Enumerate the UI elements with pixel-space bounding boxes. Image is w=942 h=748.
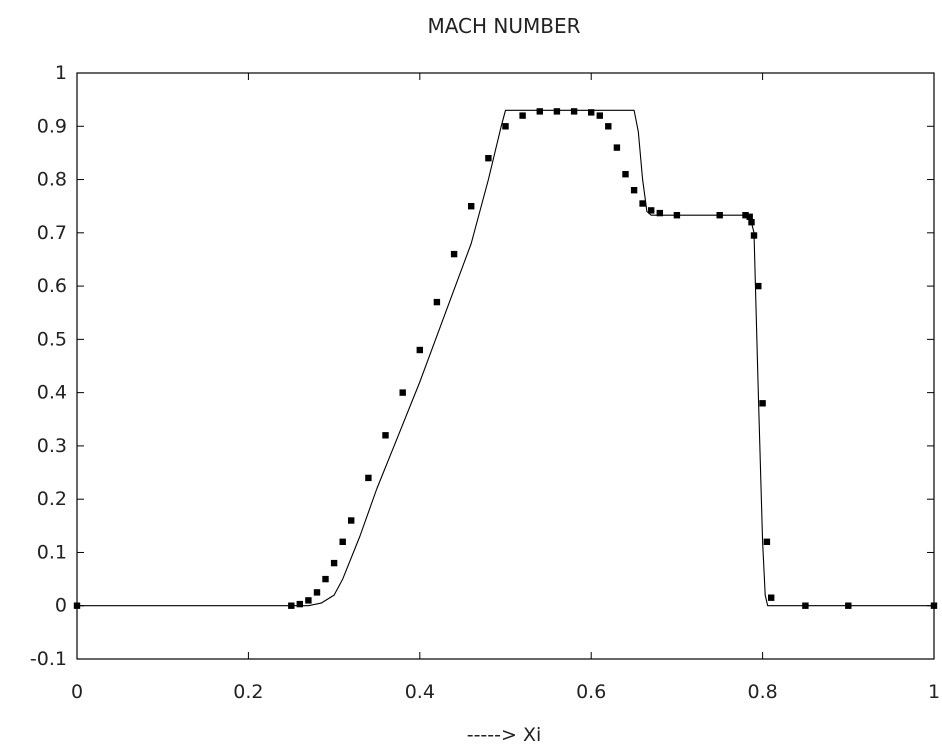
data-point-marker <box>296 600 303 608</box>
data-point-marker <box>382 432 389 439</box>
data-point-marker <box>399 389 406 396</box>
y-tick-label: 0.5 <box>37 328 67 350</box>
data-point-marker <box>763 538 771 545</box>
data-point-marker <box>930 602 938 609</box>
y-tick-label: 0.7 <box>37 222 67 244</box>
data-point-marker <box>588 109 595 116</box>
x-tick-label: 0.4 <box>405 681 435 703</box>
data-point-marker <box>468 203 475 210</box>
y-tick-label: 0.9 <box>37 115 67 137</box>
data-point-marker <box>365 474 372 482</box>
data-point-marker <box>742 212 749 219</box>
data-point-marker <box>485 155 492 162</box>
plot-area-border <box>76 72 935 660</box>
data-point-marker <box>630 187 638 194</box>
data-point-marker <box>845 602 852 609</box>
data-point-marker <box>622 171 629 178</box>
y-tick-label: 0.3 <box>37 435 67 457</box>
data-point-marker <box>656 209 663 217</box>
x-axis-label: -----> Xi <box>467 724 542 746</box>
data-point-marker <box>768 594 775 601</box>
data-point-marker <box>450 250 458 258</box>
exact-solution-line <box>77 109 934 607</box>
y-tick-label: 0.8 <box>37 169 67 191</box>
data-point-marker <box>348 517 355 524</box>
data-point-marker <box>648 207 655 214</box>
data-point-marker <box>639 200 646 207</box>
y-tick-label: 0 <box>55 595 67 617</box>
y-tick-label: 1 <box>55 62 67 84</box>
y-tick-label: 0.4 <box>37 382 67 404</box>
data-point-marker <box>802 602 809 609</box>
data-point-marker <box>716 212 723 219</box>
x-tick-label: 0 <box>71 681 83 703</box>
data-point-marker <box>433 298 441 306</box>
data-point-marker <box>519 112 526 119</box>
y-tick-label: 0.1 <box>37 541 67 563</box>
data-point-marker <box>313 589 321 596</box>
y-axis-tick-labels: -0.1 0 0.1 0.2 0.3 0.4 0.5 0.6 0.7 0.8 0.9 1 <box>30 62 67 670</box>
y-tick-label: 0.2 <box>37 488 67 510</box>
x-tick-label: 0.8 <box>747 681 777 703</box>
data-point-marker <box>750 232 758 239</box>
data-point-marker <box>755 282 762 290</box>
data-point-marker <box>322 575 329 583</box>
y-tick-label: -0.1 <box>30 648 67 670</box>
data-point-marker <box>536 108 543 115</box>
data-point-marker <box>673 212 681 219</box>
data-point-marker <box>613 144 621 151</box>
data-point-marker <box>759 400 766 407</box>
x-axis-tick-labels: 0 0.2 0.4 0.6 0.8 1 <box>71 681 940 703</box>
x-tick-label: 1 <box>928 681 940 703</box>
data-point-marker <box>570 108 578 115</box>
data-point-marker <box>605 123 612 130</box>
data-point-marker <box>553 108 561 115</box>
data-point-marker <box>288 602 295 609</box>
data-point-marker <box>416 346 423 354</box>
series-layer <box>73 108 938 609</box>
data-point-marker <box>746 213 753 220</box>
y-tick-label: 0.6 <box>37 275 67 297</box>
data-point-marker <box>748 219 755 226</box>
data-point-marker <box>339 538 346 545</box>
x-tick-label: 0.2 <box>233 681 263 703</box>
x-tick-label: 0.6 <box>576 681 606 703</box>
data-point-marker <box>502 123 509 130</box>
data-point-marker <box>596 112 603 119</box>
chart-title: MACH NUMBER <box>427 14 580 38</box>
data-point-marker <box>73 602 81 609</box>
data-point-marker <box>330 559 338 567</box>
data-point-marker <box>305 597 312 604</box>
